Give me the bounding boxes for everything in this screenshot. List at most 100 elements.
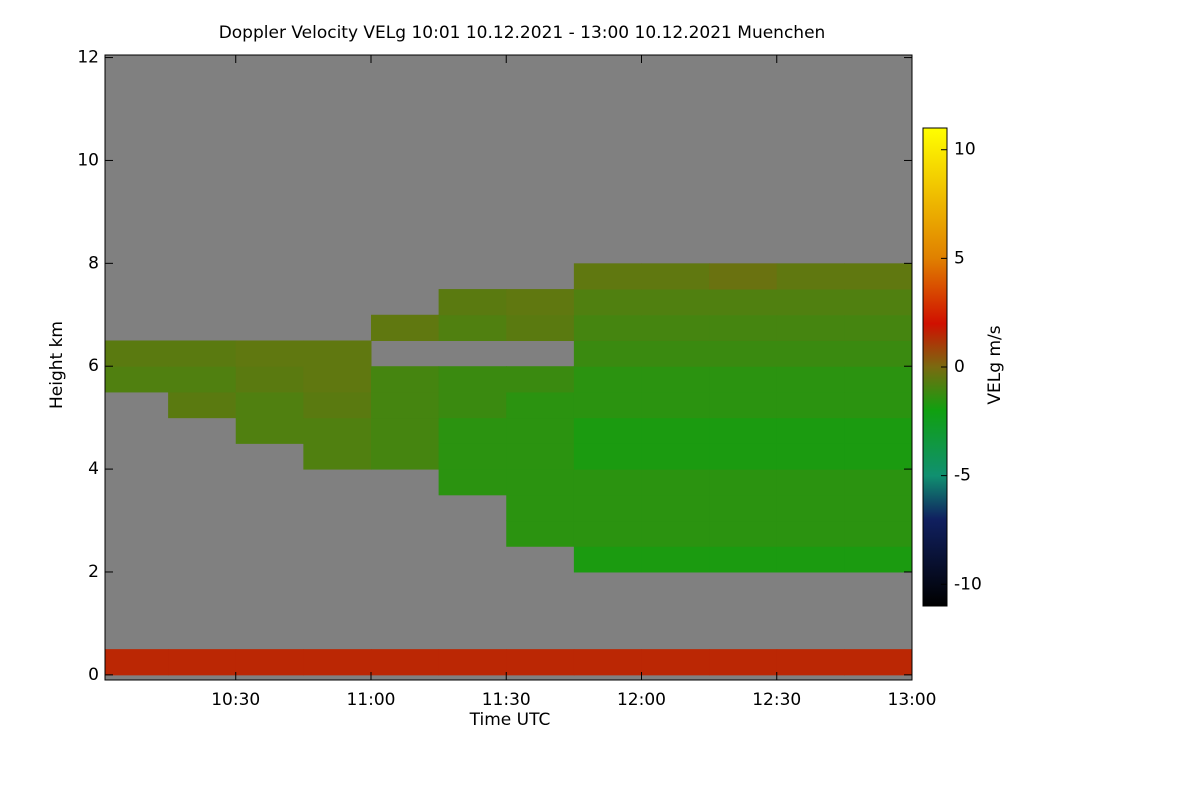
heatmap-cell [844,443,913,470]
y-axis-label: Height km [47,321,67,409]
heatmap-cell [235,340,304,367]
heatmap-cell [844,263,913,290]
heatmap-cell [370,417,440,444]
heatmap-cell [844,314,913,341]
heatmap-cell [709,263,778,290]
heatmap-cell [370,649,440,676]
colorbar-tick-label: 0 [954,357,965,377]
heatmap-cell [776,391,845,419]
heatmap-cell [844,649,913,676]
heatmap-cell [709,289,778,316]
heatmap-cell [438,289,507,316]
heatmap-cell [776,546,845,573]
heatmap-cell [709,520,778,547]
heatmap-cell [506,494,575,522]
heatmap-cell [641,391,710,419]
heatmap-cell [641,289,710,316]
heatmap-cell [709,366,778,393]
heatmap-cell [506,391,575,419]
y-tick-label: 12 [77,48,99,68]
heatmap-cell [506,469,575,496]
heatmap-cell [303,340,372,367]
colorbar-tick-label: 5 [954,248,965,268]
x-tick-label: 11:30 [482,690,531,710]
heatmap-cell [776,649,845,676]
heatmap-cell [438,391,507,419]
heatmap-cell [303,417,372,444]
heatmap-cell [506,289,575,316]
colorbar-tick-label: -5 [954,466,971,486]
heatmap-cell [168,340,237,367]
heatmap-cell [438,314,507,341]
chart-title: Doppler Velocity VELg 10:01 10.12.2021 -… [219,23,826,43]
heatmap-cell [641,417,710,444]
y-tick-label: 10 [77,150,99,170]
heatmap-cell [641,340,710,367]
heatmap-cell [709,469,778,496]
x-tick-label: 12:00 [617,690,666,710]
y-tick-label: 2 [88,562,99,582]
x-tick-label: 10:30 [211,690,260,710]
colorbar-tick-label: 10 [954,140,976,160]
heatmap-cell [303,649,372,676]
heatmap-cell [105,340,169,367]
heatmap-cell [438,366,507,393]
x-tick-label: 11:00 [346,690,395,710]
heatmap-cell [235,417,304,444]
heatmap-cell [235,366,304,393]
heatmap-cell [641,469,710,496]
heatmap-cell [506,649,575,676]
heatmap-cell [776,443,845,470]
heatmap-cell [844,546,913,573]
heatmap-cell [573,469,642,496]
y-tick-label: 6 [88,356,99,376]
heatmap-cell [709,417,778,444]
heatmap-cell [776,520,845,547]
heatmap-cell [844,340,913,367]
heatmap-cell [844,469,913,496]
heatmap-cell [573,649,642,676]
heatmap-cell [438,443,507,470]
heatmap-cell [370,366,440,393]
heatmap-cell [641,546,710,573]
heatmap-cell [235,391,304,419]
y-tick-label: 0 [88,665,99,685]
heatmap-cell [573,263,642,290]
colorbar-tick-label: -10 [954,574,982,594]
heatmap-cell [506,520,575,547]
heatmap-cell [105,366,169,393]
heatmap-cell [438,649,507,676]
heatmap-cell [573,391,642,419]
heatmap-cell [573,314,642,341]
heatmap-cell [709,391,778,419]
heatmap-cell [573,520,642,547]
heatmap-cell [844,366,913,393]
heatmap-cell [641,366,710,393]
heatmap-cell [573,289,642,316]
heatmap-cell [709,443,778,470]
heatmap-cell [438,417,507,444]
heatmap-cell [235,649,304,676]
heatmap-cell [641,494,710,522]
heatmap-cell [641,443,710,470]
y-tick-label: 4 [88,459,99,479]
heatmap-cell [709,546,778,573]
heatmap-cell [844,417,913,444]
heatmap-cell [709,340,778,367]
heatmap-cell [168,649,237,676]
heatmap-cell [844,520,913,547]
heatmap-cell [370,443,440,470]
heatmap-cell [641,314,710,341]
heatmap-cell [168,391,237,419]
heatmap-cell [709,494,778,522]
heatmap-cell [844,289,913,316]
x-tick-label: 13:00 [888,690,937,710]
heatmap-cell [776,263,845,290]
heatmap-cell [776,366,845,393]
heatmap-cell [573,340,642,367]
heatmap-cell [506,366,575,393]
heatmap-cell [506,314,575,341]
heatmap-cell [641,520,710,547]
heatmap-cell [573,443,642,470]
